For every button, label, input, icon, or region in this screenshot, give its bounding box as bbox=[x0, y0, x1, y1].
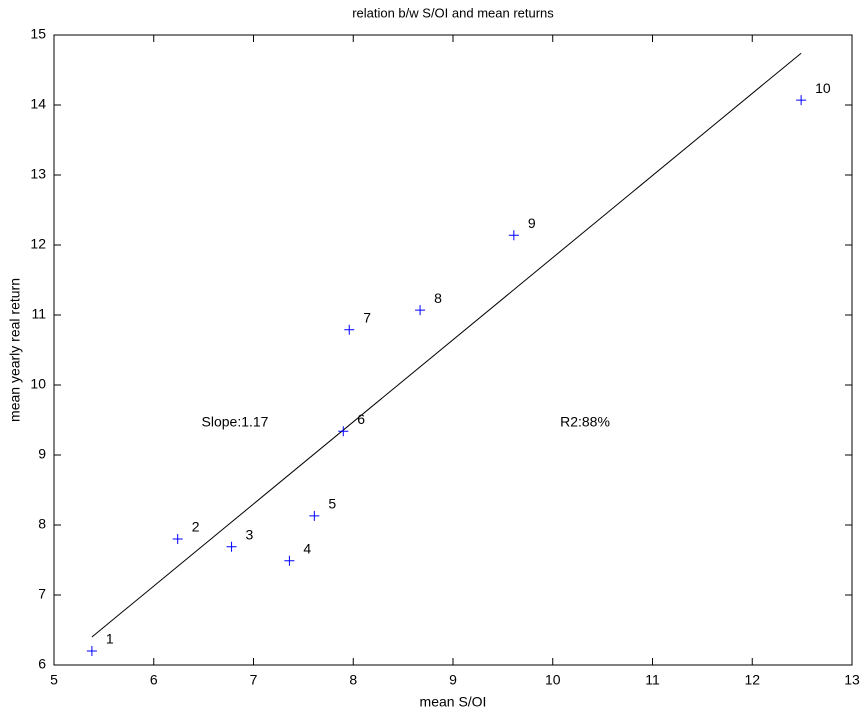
point-label: 3 bbox=[246, 526, 254, 542]
y-tick-label: 9 bbox=[38, 446, 46, 462]
plot-frame bbox=[53, 34, 853, 666]
point-label: 9 bbox=[528, 215, 536, 231]
y-tick-label: 8 bbox=[38, 516, 46, 532]
fit-line bbox=[91, 52, 802, 638]
x-tick-label: 6 bbox=[150, 672, 158, 688]
y-tick-label: 14 bbox=[30, 96, 46, 112]
data-point bbox=[344, 324, 355, 335]
y-tick-label: 13 bbox=[30, 166, 46, 182]
y-tick-label: 15 bbox=[30, 26, 46, 42]
data-point bbox=[796, 95, 807, 106]
x-tick-label: 9 bbox=[449, 672, 457, 688]
data-point bbox=[226, 541, 237, 552]
chart-title: relation b/w S/OI and mean returns bbox=[352, 5, 554, 20]
annotation: R2:88% bbox=[560, 414, 610, 430]
point-label: 1 bbox=[106, 631, 114, 647]
x-tick-label: 13 bbox=[844, 672, 860, 688]
point-label: 2 bbox=[192, 519, 200, 535]
y-tick-label: 7 bbox=[38, 586, 46, 602]
data-point bbox=[508, 230, 519, 241]
data-point bbox=[284, 555, 295, 566]
point-label: 5 bbox=[328, 496, 336, 512]
y-tick-label: 10 bbox=[30, 376, 46, 392]
y-tick-label: 11 bbox=[31, 306, 46, 322]
data-point bbox=[415, 305, 426, 316]
data-point bbox=[172, 534, 183, 544]
x-tick-label: 10 bbox=[545, 672, 561, 688]
data-point bbox=[86, 646, 97, 656]
x-axis-label: mean S/OI bbox=[420, 694, 487, 710]
x-tick-label: 5 bbox=[50, 672, 58, 688]
y-tick-label: 6 bbox=[38, 656, 46, 672]
annotation: Slope:1.17 bbox=[202, 414, 269, 430]
x-tick-label: 11 bbox=[645, 672, 660, 688]
point-label: 8 bbox=[434, 290, 442, 306]
y-axis-label: mean yearly real return bbox=[7, 278, 23, 422]
point-label: 4 bbox=[303, 540, 311, 556]
y-tick-label: 12 bbox=[30, 236, 46, 252]
x-tick-label: 12 bbox=[744, 672, 760, 688]
data-point bbox=[309, 510, 320, 521]
point-label: 6 bbox=[357, 411, 365, 427]
data-point bbox=[338, 426, 349, 437]
x-tick-label: 8 bbox=[349, 672, 357, 688]
x-tick-label: 7 bbox=[250, 672, 258, 688]
point-label: 10 bbox=[815, 80, 831, 96]
point-label: 7 bbox=[363, 309, 371, 325]
